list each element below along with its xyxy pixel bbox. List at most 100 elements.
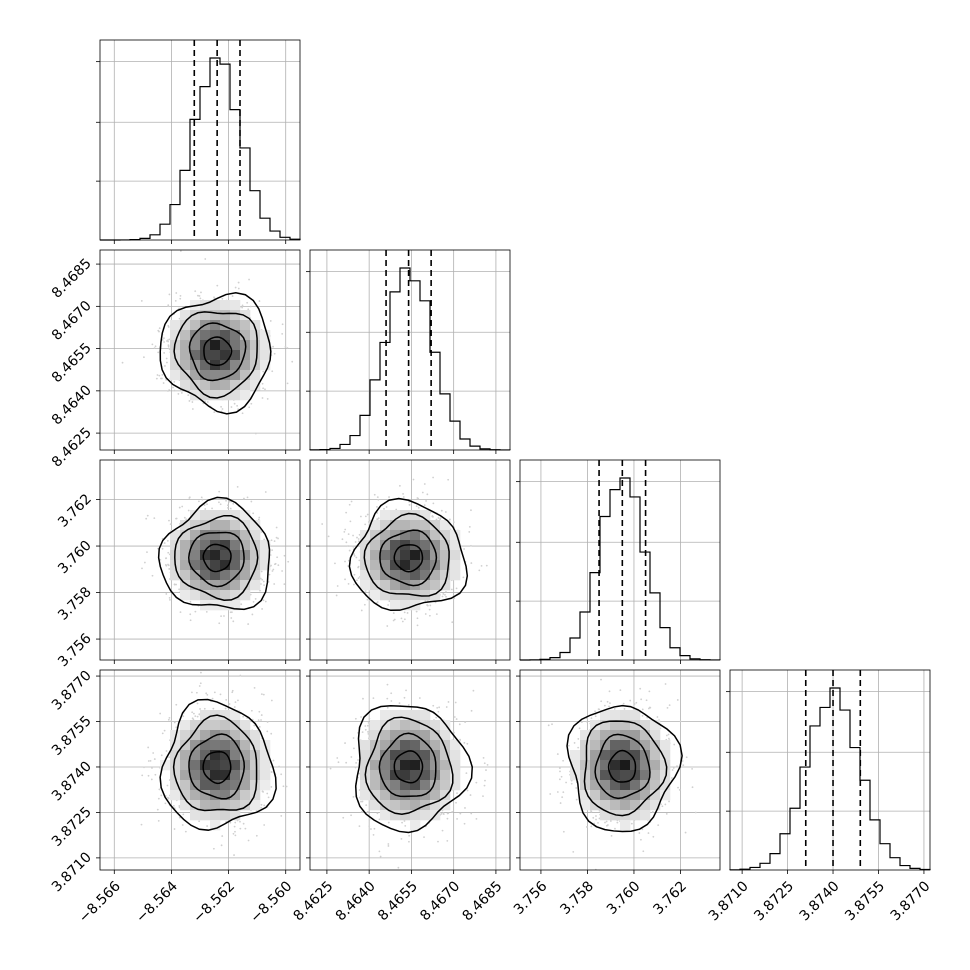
density-cell bbox=[170, 370, 181, 381]
density-cell bbox=[620, 800, 631, 811]
sample-point bbox=[355, 556, 358, 559]
density-cell bbox=[210, 310, 221, 321]
density-cell bbox=[360, 570, 371, 581]
density-cell bbox=[390, 520, 401, 531]
density-cell bbox=[410, 570, 421, 581]
sample-point bbox=[229, 507, 232, 510]
density-cell bbox=[610, 780, 621, 791]
sample-point bbox=[175, 517, 178, 520]
sample-point bbox=[426, 604, 428, 606]
sample-point bbox=[270, 786, 273, 788]
density-cell bbox=[220, 310, 231, 321]
sample-point bbox=[179, 294, 182, 297]
density-cell bbox=[230, 380, 241, 391]
sample-point bbox=[236, 404, 239, 407]
density-cell bbox=[220, 770, 231, 781]
panel-frame bbox=[519, 459, 721, 661]
sample-point bbox=[232, 832, 235, 835]
sample-point bbox=[562, 759, 565, 762]
sample-point bbox=[562, 830, 565, 833]
sample-point bbox=[169, 599, 171, 601]
density-cell bbox=[440, 780, 451, 791]
sample-point bbox=[152, 752, 155, 754]
sample-point bbox=[598, 817, 601, 820]
sample-point bbox=[423, 836, 425, 839]
sample-point bbox=[173, 828, 176, 830]
sample-point bbox=[269, 320, 272, 322]
sample-point bbox=[447, 478, 450, 481]
sample-point bbox=[547, 724, 550, 727]
sample-point bbox=[239, 827, 242, 830]
sample-point bbox=[400, 617, 403, 620]
density-cell bbox=[590, 720, 601, 731]
density-cell bbox=[190, 540, 201, 551]
sample-point bbox=[250, 402, 253, 405]
sample-point bbox=[483, 762, 486, 765]
density-panel-3-0 bbox=[99, 669, 301, 871]
sample-point bbox=[147, 746, 150, 749]
sample-point bbox=[470, 812, 473, 815]
sample-point bbox=[623, 708, 626, 710]
sample-point bbox=[225, 699, 228, 701]
sample-point bbox=[219, 503, 222, 506]
density-cell bbox=[390, 720, 401, 731]
density-cell bbox=[380, 810, 391, 821]
density-cell bbox=[230, 520, 241, 531]
density-cell bbox=[190, 350, 201, 361]
density-cell bbox=[430, 550, 441, 561]
density-cell bbox=[440, 550, 451, 561]
sample-point bbox=[416, 617, 419, 620]
sample-point bbox=[367, 732, 370, 735]
density-cell bbox=[180, 540, 191, 551]
sample-point bbox=[157, 797, 160, 800]
sample-point bbox=[154, 345, 157, 348]
sample-point bbox=[218, 622, 221, 625]
sample-point bbox=[236, 486, 239, 488]
density-cell bbox=[210, 380, 221, 391]
sample-point bbox=[206, 503, 208, 506]
sample-point bbox=[454, 701, 457, 704]
density-cell bbox=[190, 510, 201, 521]
sample-point bbox=[360, 800, 362, 803]
sample-point bbox=[358, 559, 361, 562]
density-cell bbox=[240, 310, 251, 321]
density-cell bbox=[380, 750, 391, 761]
density-cell bbox=[200, 360, 211, 371]
density-cell bbox=[660, 770, 671, 781]
density-cell bbox=[240, 540, 251, 551]
sample-point bbox=[354, 717, 357, 720]
sample-point bbox=[165, 564, 168, 567]
sample-point bbox=[179, 250, 182, 252]
density-cell bbox=[630, 740, 641, 751]
density-cell bbox=[370, 790, 381, 801]
density-cell bbox=[410, 520, 421, 531]
sample-point bbox=[575, 787, 578, 789]
sample-point bbox=[213, 296, 215, 299]
sample-point bbox=[446, 817, 449, 820]
density-cell bbox=[220, 540, 231, 551]
sample-point bbox=[417, 506, 420, 509]
density-cell bbox=[610, 740, 621, 751]
density-cell bbox=[650, 780, 661, 791]
sample-point bbox=[358, 772, 361, 775]
density-cell bbox=[260, 540, 271, 551]
sample-point bbox=[344, 742, 346, 744]
histogram-series-3 bbox=[729, 687, 931, 871]
sample-point bbox=[194, 290, 197, 293]
sample-point bbox=[376, 812, 379, 815]
sample-point bbox=[366, 724, 369, 727]
sample-point bbox=[168, 389, 171, 391]
sample-point bbox=[277, 564, 280, 567]
density-cell bbox=[440, 570, 451, 581]
sample-point bbox=[193, 712, 195, 715]
density-cell bbox=[610, 720, 621, 731]
sample-point bbox=[447, 701, 450, 703]
sample-point bbox=[248, 278, 250, 281]
sample-point bbox=[327, 535, 330, 538]
sample-point bbox=[438, 706, 441, 709]
sample-point bbox=[181, 824, 184, 826]
sample-point bbox=[143, 766, 145, 769]
density-cell bbox=[200, 810, 211, 821]
sample-point bbox=[366, 513, 369, 516]
sample-point bbox=[350, 814, 352, 817]
